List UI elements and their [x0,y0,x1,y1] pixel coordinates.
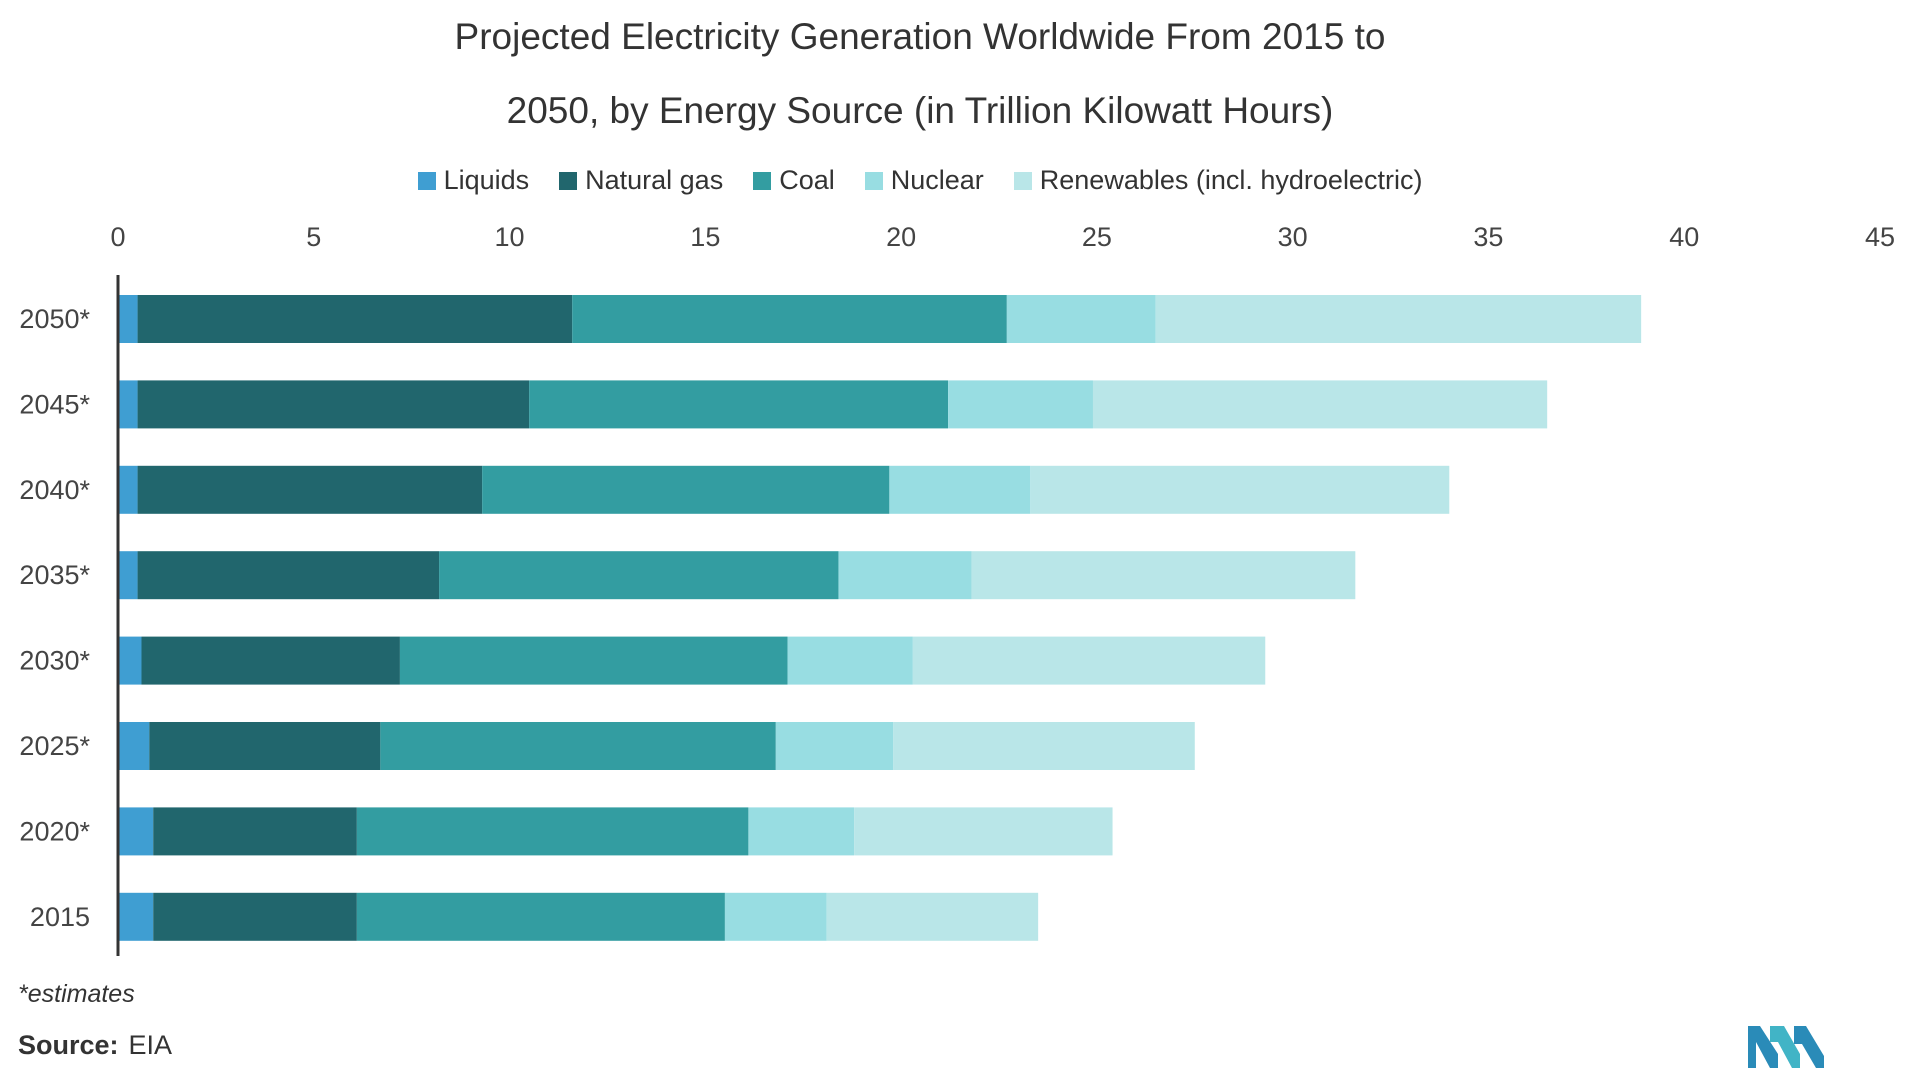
legend-swatch [753,171,772,190]
legend-swatch [864,171,883,190]
x-tick-label: 10 [495,222,525,252]
y-tick-label: 2025* [19,731,90,761]
source-value: EIA [128,1030,173,1060]
bar-segment-liquids [118,465,138,514]
bar-segment-natural-gas [137,465,483,514]
legend-label: Renewables (incl. hydroelectric) [1039,165,1423,195]
x-tick-label: 30 [1278,222,1308,252]
bar-segment-renewables-incl-hydroelectric- [826,892,1039,941]
bar-segment-natural-gas [149,722,381,770]
y-tick-label: 2020* [19,816,90,846]
source-label: Source: [18,1030,119,1060]
bar-segment-natural-gas [153,807,357,856]
chart-title-line-1: Projected Electricity Generation Worldwi… [454,16,1386,57]
bar-segment-nuclear [1006,295,1156,343]
x-tick-label: 40 [1669,222,1699,252]
x-tick-label: 25 [1082,222,1112,252]
x-tick-label: 35 [1473,222,1503,252]
bar-segment-coal [380,722,776,770]
bar-segment-nuclear [889,465,1031,514]
bar-segment-renewables-incl-hydroelectric- [912,636,1266,685]
x-tick-label: 0 [110,222,125,252]
legend-label: Natural gas [585,165,724,195]
legend-swatch [1013,171,1032,190]
bar-segment-natural-gas [141,636,400,685]
y-tick-label: 2015 [30,902,90,932]
x-tick-label: 20 [886,222,916,252]
brand-logo-icon [1748,1026,1824,1068]
legend-label: Liquids [443,165,530,195]
bar-segment-nuclear [838,551,972,600]
x-tick-label: 45 [1865,222,1895,252]
bar-segment-renewables-incl-hydroelectric- [854,807,1113,856]
footnote: *estimates [18,980,135,1008]
legend-item-2: Coal [753,165,835,196]
bar-segment-liquids [118,551,138,600]
bar-segment-nuclear [748,807,855,856]
bar-segment-natural-gas [137,551,440,600]
chart-title-line-2: 2050, by Energy Source (in Trillion Kilo… [506,90,1334,131]
y-tick-label: 2035* [19,560,90,590]
bar-segment-coal [572,295,1007,343]
bar-segment-coal [529,380,949,429]
y-tick-label: 2040* [19,475,90,505]
bar-segment-nuclear [787,636,913,685]
legend-item-1: Natural gas [559,165,723,196]
bar-segment-natural-gas [153,892,357,941]
bar-segment-coal [439,551,839,600]
source-line: Source: EIA [18,1030,172,1061]
bar-segment-nuclear [724,892,827,941]
x-tick-label: 15 [690,222,720,252]
bar-segment-renewables-incl-hydroelectric- [1030,465,1450,514]
legend-label: Coal [779,165,835,195]
legend: Liquids Natural gas Coal Nuclear Renewables … [0,165,1840,196]
y-tick-label: 2050* [19,304,90,334]
legend-item-4: Renewables (incl. hydroelectric) [1013,165,1423,196]
bar-segment-renewables-incl-hydroelectric- [971,551,1356,600]
bar-segment-liquids [118,295,138,343]
bar-segment-natural-gas [137,295,573,343]
bar-segment-coal [356,807,749,856]
bar-segment-liquids [118,380,138,429]
legend-swatch [417,171,436,190]
legend-label: Nuclear [890,165,984,195]
bar-segment-liquids [118,722,150,770]
bar-segment-renewables-incl-hydroelectric- [1092,380,1548,429]
bar-segment-renewables-incl-hydroelectric- [1155,295,1642,343]
bar-segment-natural-gas [137,380,530,429]
bar-segment-nuclear [948,380,1093,429]
bar-segment-coal [482,465,890,514]
y-tick-label: 2030* [19,646,90,676]
bar-segment-coal [356,892,725,941]
x-tick-label: 5 [306,222,321,252]
bar-segment-liquids [118,892,154,941]
bar-segment-nuclear [775,722,894,770]
legend-item-0: Liquids [417,165,530,196]
y-tick-label: 2045* [19,389,90,419]
bar-segment-liquids [118,807,154,856]
bar-segment-renewables-incl-hydroelectric- [893,722,1195,770]
legend-item-3: Nuclear [864,165,984,196]
legend-swatch [559,171,578,190]
bar-segment-coal [399,636,788,685]
bar-segment-liquids [118,636,142,685]
